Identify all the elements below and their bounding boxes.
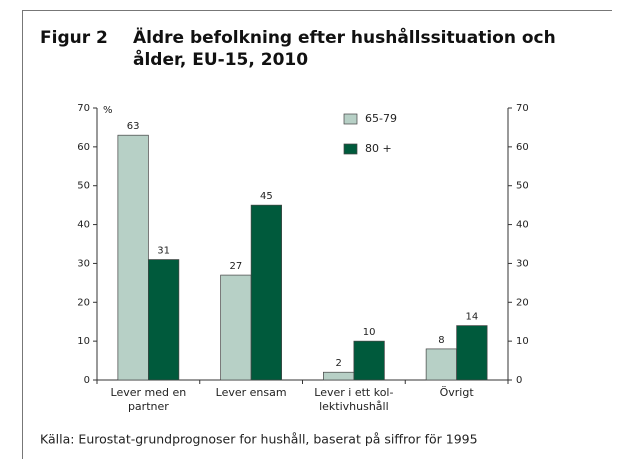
data-label: 27 [230,261,243,272]
data-label: 31 [157,246,170,257]
legend-swatch [343,113,358,125]
y-tick-label-right: 0 [516,375,522,386]
data-label: 14 [466,312,479,323]
x-tick-label-line: partner [128,400,169,413]
y-tick-label-right: 20 [516,297,529,308]
y-tick-label: 30 [77,258,90,269]
y-unit: % [103,105,113,116]
bar [148,259,180,381]
bar [220,274,252,381]
bar [353,340,385,381]
y-tick-label-right: 30 [516,258,529,269]
bar [425,348,457,381]
y-tick-label: 40 [77,220,90,231]
bar [117,134,149,381]
chart-title: Äldre befolkning efter hushållssituation… [133,26,556,48]
y-tick-label: 0 [84,375,90,386]
y-tick-label-right: 40 [516,220,529,231]
data-label: 45 [260,191,273,202]
x-tick-label-line: Lever med en [111,386,187,399]
x-tick-label: Lever i ett kol-lektivhushåll [314,386,393,413]
legend-label: 80 + [365,142,392,155]
y-tick-label: 20 [77,297,90,308]
y-tick-label: 10 [77,336,90,347]
y-tick-label-right: 70 [516,103,529,114]
y-tick-label-right: 10 [516,336,529,347]
y-tick-label: 60 [77,142,90,153]
data-label: 10 [363,327,376,338]
bar [323,371,355,381]
chart-title: ålder, EU-15, 2010 [133,48,308,70]
legend-swatch [343,143,358,155]
data-label: 2 [335,358,341,369]
x-tick-label-line: Övrigt [440,386,475,399]
x-tick-label: Lever ensam [216,386,287,399]
x-tick-label-line: Lever ensam [216,386,287,399]
legend-label: 65-79 [365,112,397,125]
data-label: 63 [127,121,140,132]
source: Källa: Eurostat-grundprognoser for hushå… [40,432,478,447]
y-tick-label-right: 60 [516,142,529,153]
x-tick-label-line: lektivhushåll [319,400,389,413]
x-tick-label: Övrigt [440,386,475,399]
bar [456,325,488,381]
x-tick-label-line: Lever i ett kol- [314,386,393,399]
figure-label: Figur 2 [40,28,108,48]
y-tick-label: 70 [77,103,90,114]
data-label: 8 [438,335,444,346]
y-tick-label: 50 [77,181,90,192]
bar [250,204,282,381]
y-tick-label-right: 50 [516,181,529,192]
x-tick-label: Lever med en partner [111,386,187,413]
